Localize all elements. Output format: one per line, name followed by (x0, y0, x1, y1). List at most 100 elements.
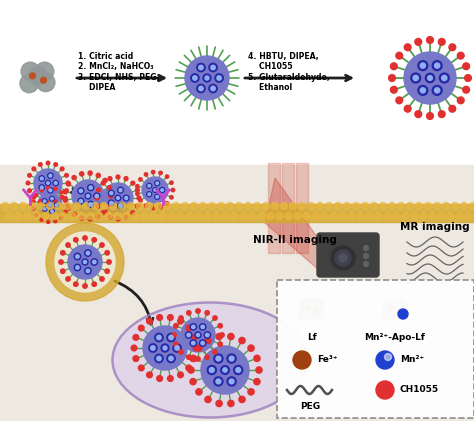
Circle shape (141, 213, 148, 219)
Circle shape (51, 210, 53, 213)
Circle shape (88, 171, 92, 175)
Circle shape (30, 73, 36, 79)
Circle shape (196, 357, 200, 361)
Circle shape (306, 306, 310, 310)
Circle shape (239, 396, 245, 402)
Circle shape (61, 250, 65, 255)
Circle shape (179, 350, 183, 354)
Circle shape (186, 325, 191, 331)
Circle shape (425, 73, 435, 83)
Circle shape (188, 367, 194, 373)
Circle shape (389, 203, 395, 210)
Circle shape (321, 213, 328, 219)
Circle shape (310, 298, 324, 312)
Circle shape (391, 63, 397, 69)
Circle shape (85, 250, 91, 256)
Circle shape (151, 206, 155, 210)
Circle shape (46, 220, 50, 224)
Circle shape (443, 203, 449, 210)
Circle shape (1, 203, 9, 210)
Circle shape (191, 74, 199, 82)
Circle shape (190, 378, 196, 385)
Circle shape (470, 203, 474, 210)
Circle shape (154, 189, 156, 191)
Circle shape (64, 203, 72, 210)
Circle shape (220, 333, 224, 337)
Circle shape (105, 269, 109, 273)
Circle shape (415, 38, 422, 45)
Circle shape (293, 351, 311, 369)
Text: PEG: PEG (300, 402, 320, 411)
Circle shape (124, 216, 128, 219)
Circle shape (21, 62, 39, 81)
Circle shape (203, 74, 211, 82)
Circle shape (170, 196, 173, 199)
Circle shape (80, 172, 84, 176)
Circle shape (117, 197, 119, 200)
Circle shape (204, 213, 211, 219)
Text: MR imaging: MR imaging (400, 222, 470, 232)
Circle shape (213, 213, 220, 219)
Circle shape (115, 195, 121, 201)
Circle shape (177, 213, 184, 219)
Circle shape (463, 63, 470, 69)
Circle shape (236, 203, 243, 210)
Text: 4. HBTU, DIPEA,
    CH1055
5. Glutaraldehyde,
    Ethanol: 4. HBTU, DIPEA, CH1055 5. Glutaraldehyde… (248, 52, 330, 92)
Circle shape (449, 44, 456, 51)
Circle shape (172, 333, 176, 337)
Circle shape (308, 203, 315, 210)
Circle shape (159, 205, 162, 209)
Circle shape (391, 86, 397, 93)
Circle shape (86, 269, 90, 272)
Circle shape (457, 52, 464, 59)
Circle shape (100, 203, 108, 210)
Circle shape (427, 113, 433, 120)
Circle shape (133, 335, 139, 340)
Circle shape (136, 188, 139, 192)
Circle shape (331, 246, 355, 270)
Circle shape (151, 171, 155, 174)
Circle shape (131, 181, 135, 185)
Circle shape (116, 175, 120, 179)
Polygon shape (265, 178, 320, 271)
Circle shape (200, 203, 207, 210)
Circle shape (393, 213, 400, 219)
Circle shape (339, 213, 346, 219)
Circle shape (465, 213, 472, 219)
Circle shape (40, 186, 43, 189)
Circle shape (185, 332, 192, 338)
Circle shape (205, 396, 211, 402)
Circle shape (353, 203, 359, 210)
Circle shape (210, 368, 214, 373)
Circle shape (317, 203, 323, 210)
Circle shape (191, 341, 195, 345)
Circle shape (105, 213, 112, 219)
Circle shape (209, 84, 217, 93)
Circle shape (201, 341, 204, 345)
Circle shape (131, 345, 137, 351)
Circle shape (87, 213, 94, 219)
Circle shape (55, 203, 59, 207)
Circle shape (364, 245, 368, 250)
Circle shape (72, 176, 76, 180)
Circle shape (96, 213, 103, 219)
Circle shape (248, 345, 254, 351)
Circle shape (139, 199, 142, 202)
Circle shape (124, 177, 128, 181)
Circle shape (19, 203, 27, 210)
Circle shape (73, 237, 78, 242)
Circle shape (131, 211, 135, 215)
Circle shape (143, 326, 187, 370)
Circle shape (103, 179, 107, 183)
Circle shape (299, 307, 312, 321)
Circle shape (223, 368, 227, 372)
Circle shape (89, 186, 92, 189)
Circle shape (227, 377, 236, 386)
Circle shape (15, 213, 22, 219)
Circle shape (95, 195, 99, 197)
Circle shape (239, 338, 245, 344)
Circle shape (190, 340, 197, 346)
Circle shape (20, 74, 38, 93)
Circle shape (165, 175, 169, 179)
Circle shape (155, 203, 162, 210)
